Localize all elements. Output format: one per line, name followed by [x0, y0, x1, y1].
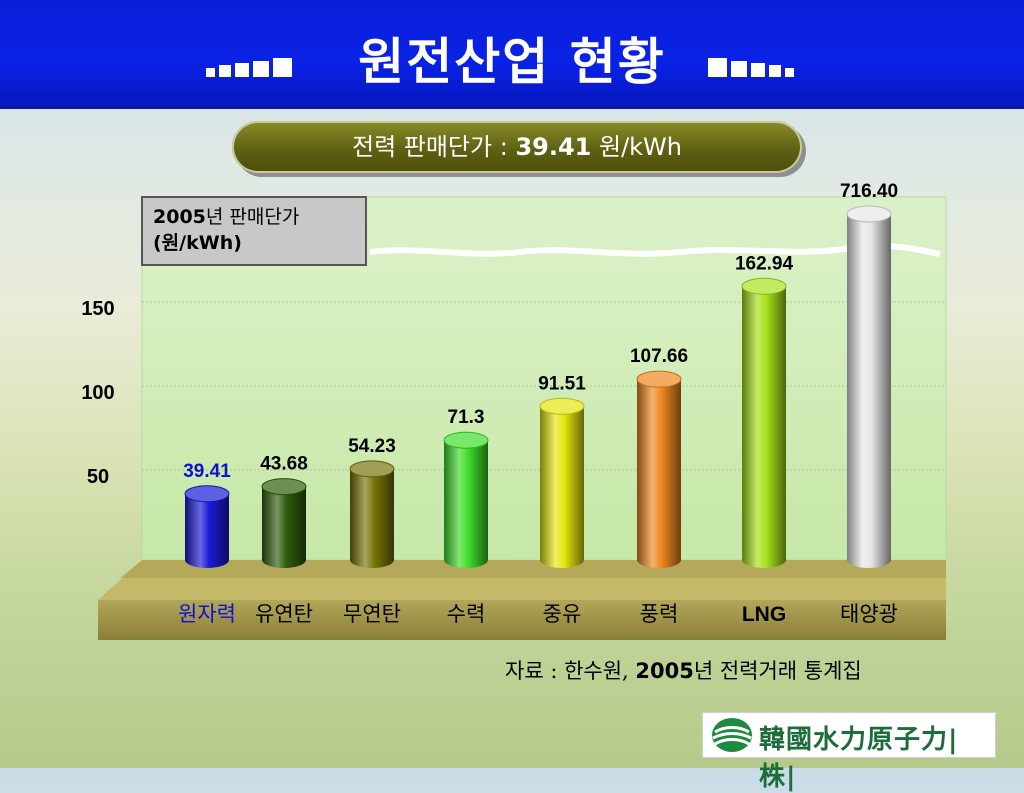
bar-body — [185, 493, 229, 568]
title-bar: 원전산업 현황 — [0, 0, 1024, 109]
unit-legend-box: 2005년 판매단가 (원/kWh) — [141, 196, 367, 266]
category-label: 수력 — [447, 603, 486, 626]
bar-cap — [349, 460, 395, 478]
bar-cap — [636, 370, 682, 388]
bar-1 — [184, 485, 230, 568]
category-label: 무연탄 — [343, 603, 401, 626]
source-year: 2005 — [635, 659, 694, 683]
category-label: 중유 — [543, 603, 582, 626]
left-squares-decoration — [206, 58, 292, 77]
value-label: 107.66 — [630, 346, 688, 367]
bar-6 — [636, 370, 682, 568]
bar-5 — [539, 397, 585, 568]
price-summary-banner: 전력 판매단가 : 39.41 원/kWh — [232, 121, 802, 173]
bar-body — [637, 379, 681, 568]
banner-unit: 원/kWh — [591, 133, 682, 161]
category-label: 유연탄 — [255, 603, 313, 626]
floor-top-shade — [120, 560, 946, 578]
bar-3 — [349, 460, 395, 568]
value-label: 91.51 — [538, 373, 586, 394]
banner-prefix: 전력 판매단가 : — [351, 133, 516, 161]
bar-cap — [741, 277, 787, 295]
value-label: 54.23 — [348, 436, 396, 457]
right-squares-decoration — [708, 58, 794, 77]
bar-cap — [539, 397, 585, 415]
category-label: 풍력 — [640, 603, 679, 626]
value-label: 71.3 — [448, 407, 485, 428]
y-tick-label: 150 — [81, 298, 114, 320]
logo-text: 韓國水力原子力|株| — [759, 725, 959, 792]
bar-cap — [846, 205, 892, 223]
legend-year: 2005 — [153, 206, 206, 228]
category-label: 원자력 — [178, 603, 236, 626]
bar-4 — [443, 431, 489, 568]
floor-front — [98, 600, 946, 640]
bar-cap — [443, 431, 489, 449]
bar-cap — [184, 485, 230, 503]
bar-chart: 50 100 150 39.41 원자력 43.68 유연탄 54.23 무연탄 71.3 수력 9… — [81, 181, 947, 640]
banner-value: 39.41 — [515, 133, 592, 161]
value-label: 43.68 — [260, 454, 308, 475]
bar-body — [742, 286, 786, 568]
bar-8 — [846, 205, 892, 568]
bar-cap — [261, 478, 307, 496]
bar-body — [262, 486, 306, 568]
page-title: 원전산업 현황 — [358, 33, 666, 91]
y-tick-label: 100 — [81, 382, 114, 404]
source-prefix: 자료 : 한수원, — [505, 659, 636, 683]
bar-body — [350, 468, 394, 568]
source-note: 자료 : 한수원, 2005년 전력거래 통계집 — [505, 655, 862, 685]
bar-body — [540, 406, 584, 568]
logo-emblem-icon — [712, 718, 752, 752]
bar-2 — [261, 478, 307, 568]
bar-body — [444, 440, 488, 568]
legend-line2: (원/kWh) — [153, 232, 242, 254]
y-tick-label: 50 — [87, 466, 109, 488]
bar-7 — [741, 277, 787, 568]
category-label: LNG — [742, 603, 786, 626]
company-logo: 韓國水力原子力|株| — [702, 712, 996, 792]
value-label: 162.94 — [735, 253, 794, 274]
value-label: 716.40 — [840, 181, 898, 202]
value-label: 39.41 — [183, 461, 231, 482]
source-rest: 년 전력거래 통계집 — [693, 659, 862, 683]
category-label: 태양광 — [840, 603, 898, 626]
bar-body — [847, 214, 891, 568]
legend-line1: 년 판매단가 — [205, 206, 300, 228]
